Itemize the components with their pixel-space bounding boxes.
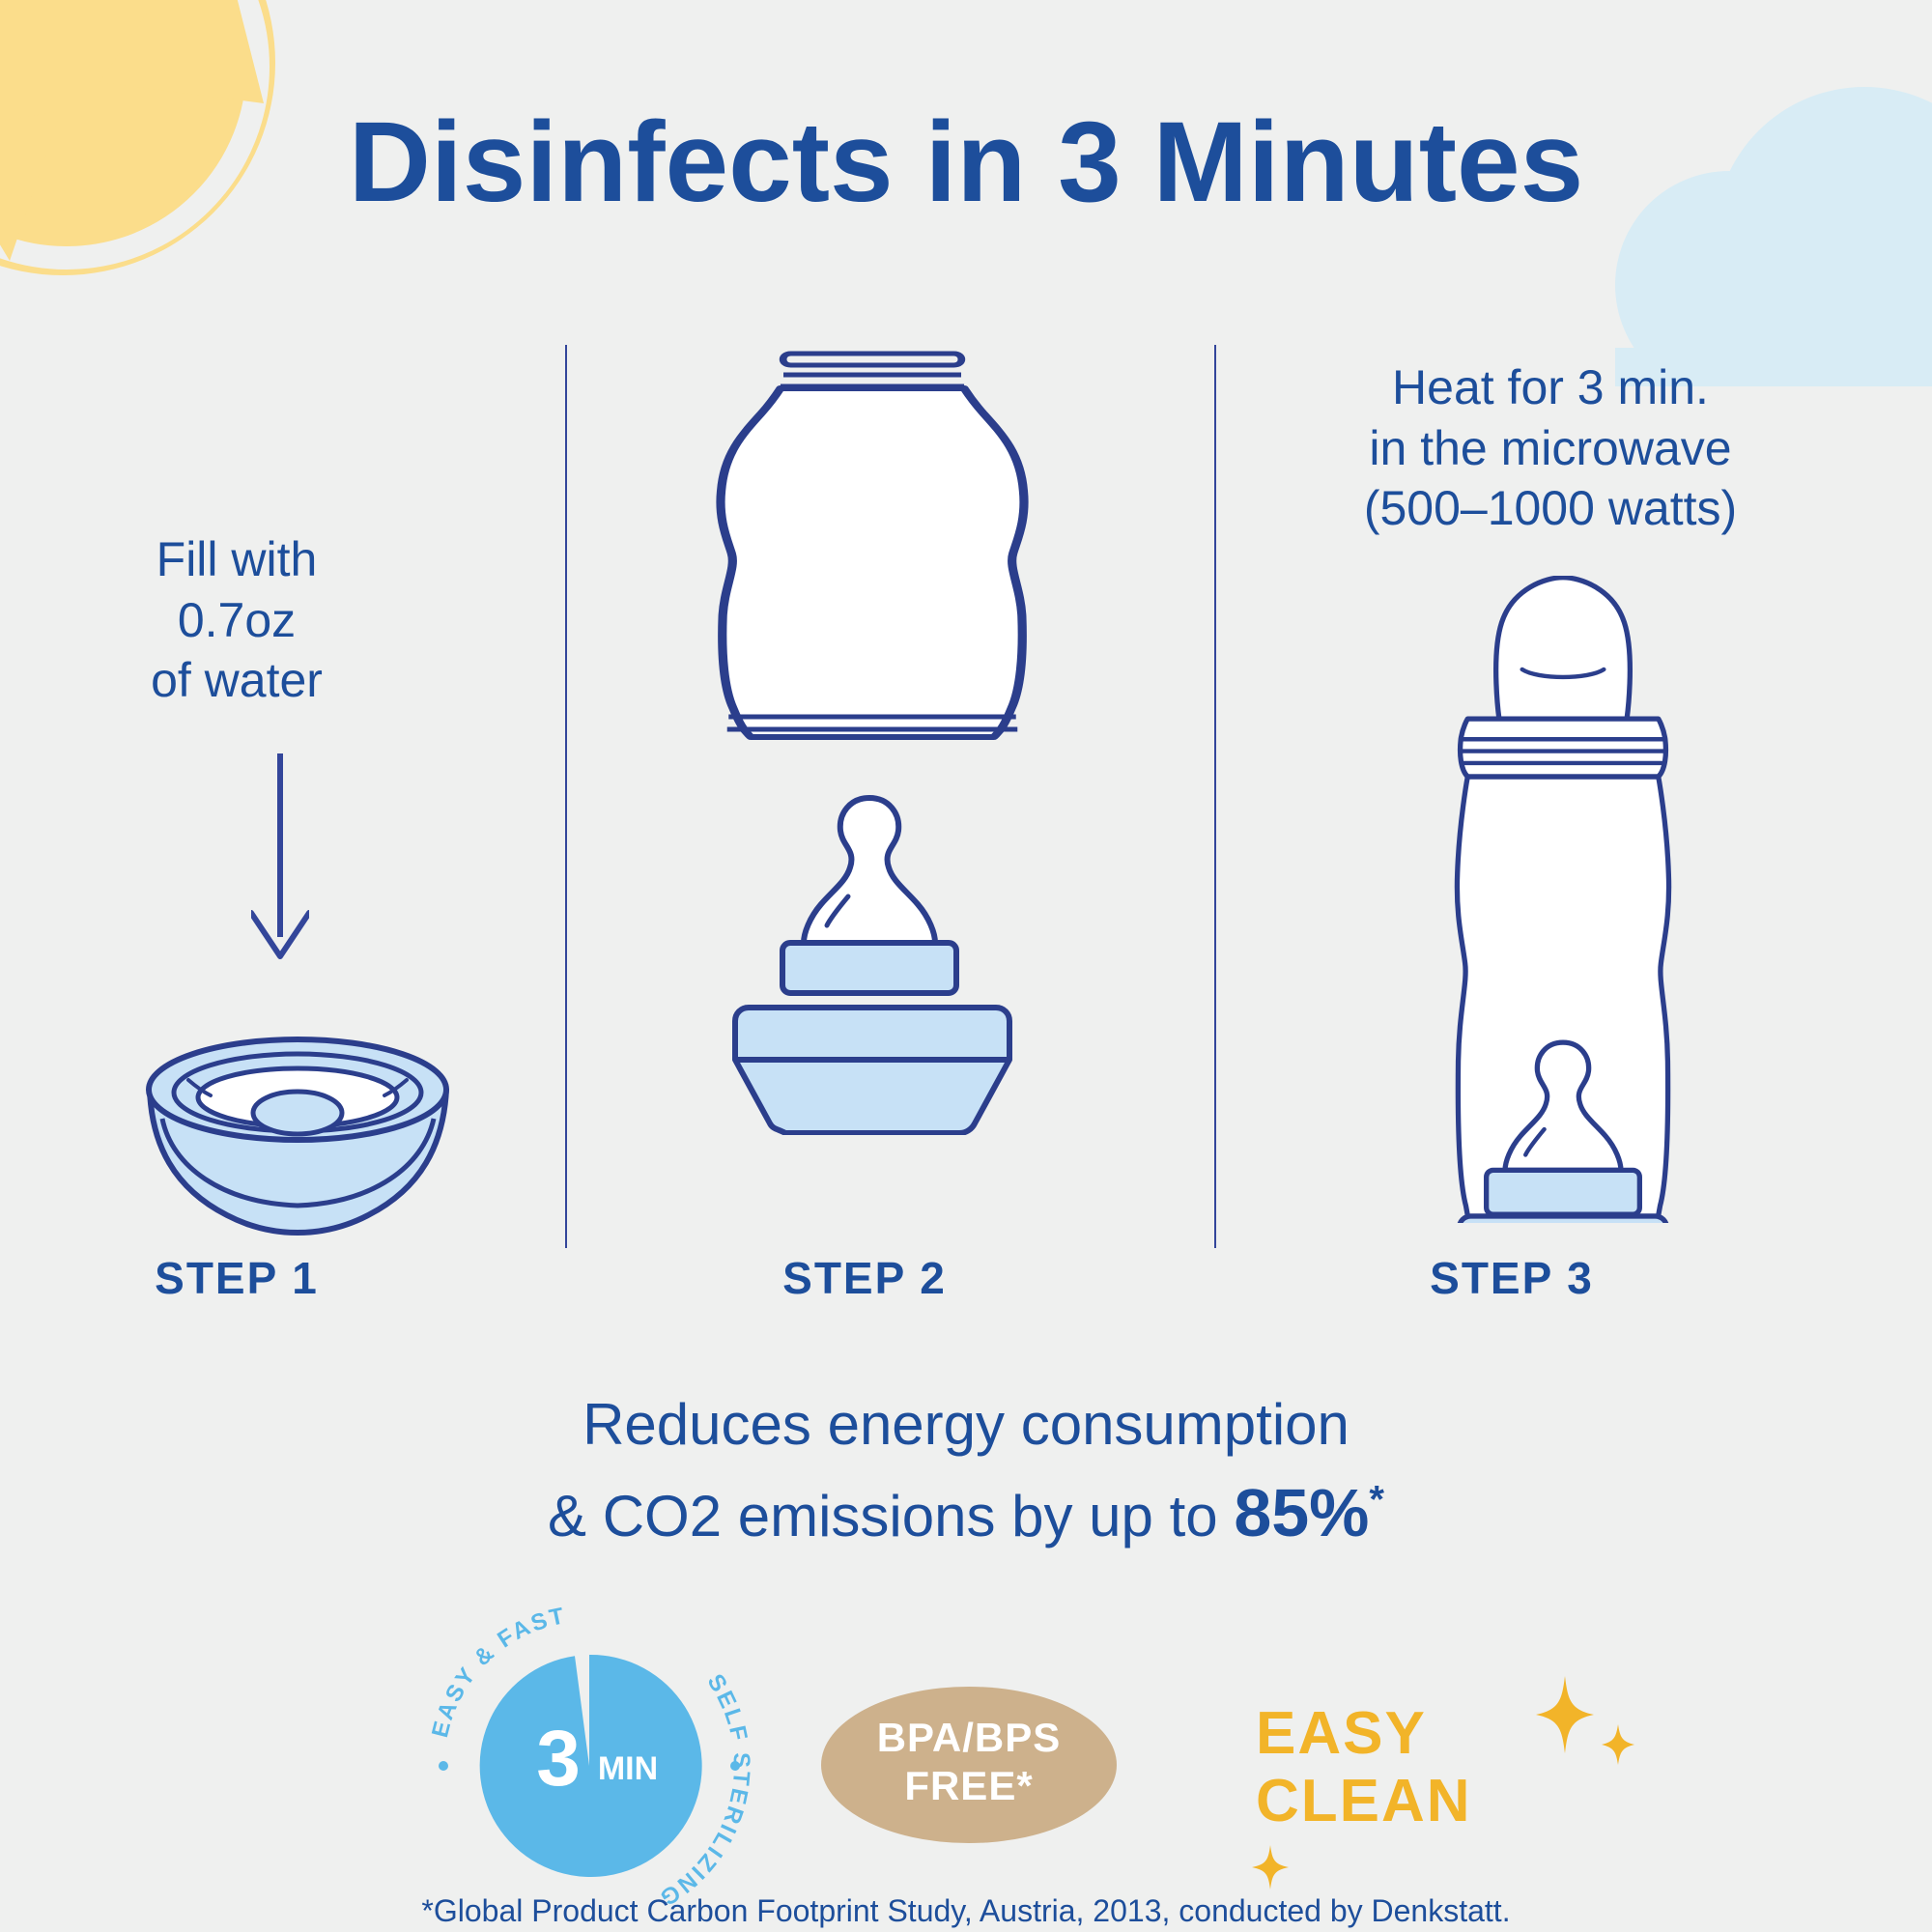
svg-text:MIN: MIN	[598, 1750, 658, 1787]
svg-text:3: 3	[536, 1715, 581, 1803]
svg-text:CLEAN: CLEAN	[1256, 1768, 1472, 1834]
svg-text:BPA/BPS: BPA/BPS	[877, 1715, 1062, 1760]
svg-text:EASY: EASY	[1256, 1700, 1427, 1767]
svg-text:FREE*: FREE*	[904, 1763, 1033, 1808]
